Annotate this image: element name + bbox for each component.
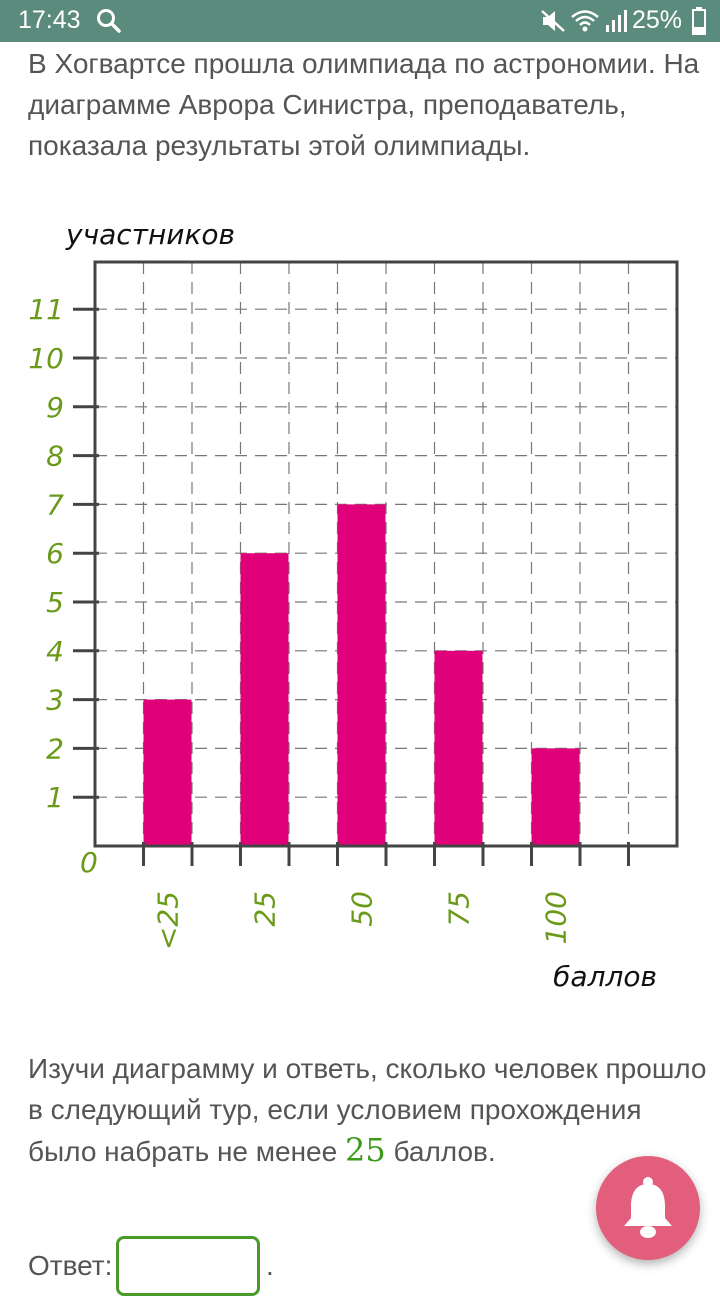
status-time: 17:43 <box>18 6 81 34</box>
notification-button[interactable] <box>596 1156 700 1260</box>
y-tick-label: 9 <box>46 391 64 424</box>
status-bar: 17:43 25% <box>0 0 720 42</box>
question-intro: В Хогвартсе прошла олимпиада по астроном… <box>28 48 700 161</box>
task-text-before: Изучи диаграмму и ответь, сколько челове… <box>28 1053 707 1167</box>
task-number: 25 <box>344 1131 386 1169</box>
y-tick-label: 6 <box>46 537 64 570</box>
x-tick-label: 50 <box>346 891 379 927</box>
y-tick-label: 11 <box>28 293 64 326</box>
y-tick-label: 3 <box>46 684 64 717</box>
wifi-icon <box>571 10 599 32</box>
y-tick-label: 4 <box>46 635 64 668</box>
bar-1 <box>240 553 289 846</box>
answer-suffix: . <box>266 1250 274 1281</box>
bar-chart: 1 2 3 4 5 6 7 8 9 10 11 0 <25 25 50 75 100 участников балл… <box>28 218 679 993</box>
y-tick-label: 5 <box>46 586 64 619</box>
bar-4 <box>531 748 580 846</box>
bar-3 <box>434 650 483 846</box>
bar-0 <box>143 699 192 846</box>
signal-icon <box>606 10 627 32</box>
answer-label: Ответ: <box>28 1250 113 1281</box>
y-tick-label: 10 <box>28 342 64 375</box>
task-text-after: баллов. <box>385 1136 496 1167</box>
y-tick-label: 7 <box>46 488 64 521</box>
x-tick-label: <25 <box>152 891 185 950</box>
x-tick-label: 25 <box>249 891 282 927</box>
x-tick-label: 100 <box>540 891 573 944</box>
x-tick-label: 75 <box>443 891 476 927</box>
bar-2 <box>337 504 386 846</box>
origin-label: 0 <box>80 846 98 879</box>
search-icon <box>97 9 121 33</box>
x-axis-title: баллов <box>553 960 657 993</box>
question-task: Изучи диаграмму и ответь, сколько челове… <box>28 1048 708 1172</box>
y-tick-label: 8 <box>46 440 64 473</box>
mute-icon <box>541 10 565 32</box>
battery-icon <box>692 7 706 35</box>
y-axis-title: участников <box>65 218 235 251</box>
answer-input[interactable] <box>116 1236 260 1296</box>
y-tick-label: 2 <box>46 732 64 765</box>
y-tick-label: 1 <box>46 781 64 814</box>
bell-icon <box>624 1177 672 1238</box>
battery-percent: 25% <box>632 6 683 34</box>
